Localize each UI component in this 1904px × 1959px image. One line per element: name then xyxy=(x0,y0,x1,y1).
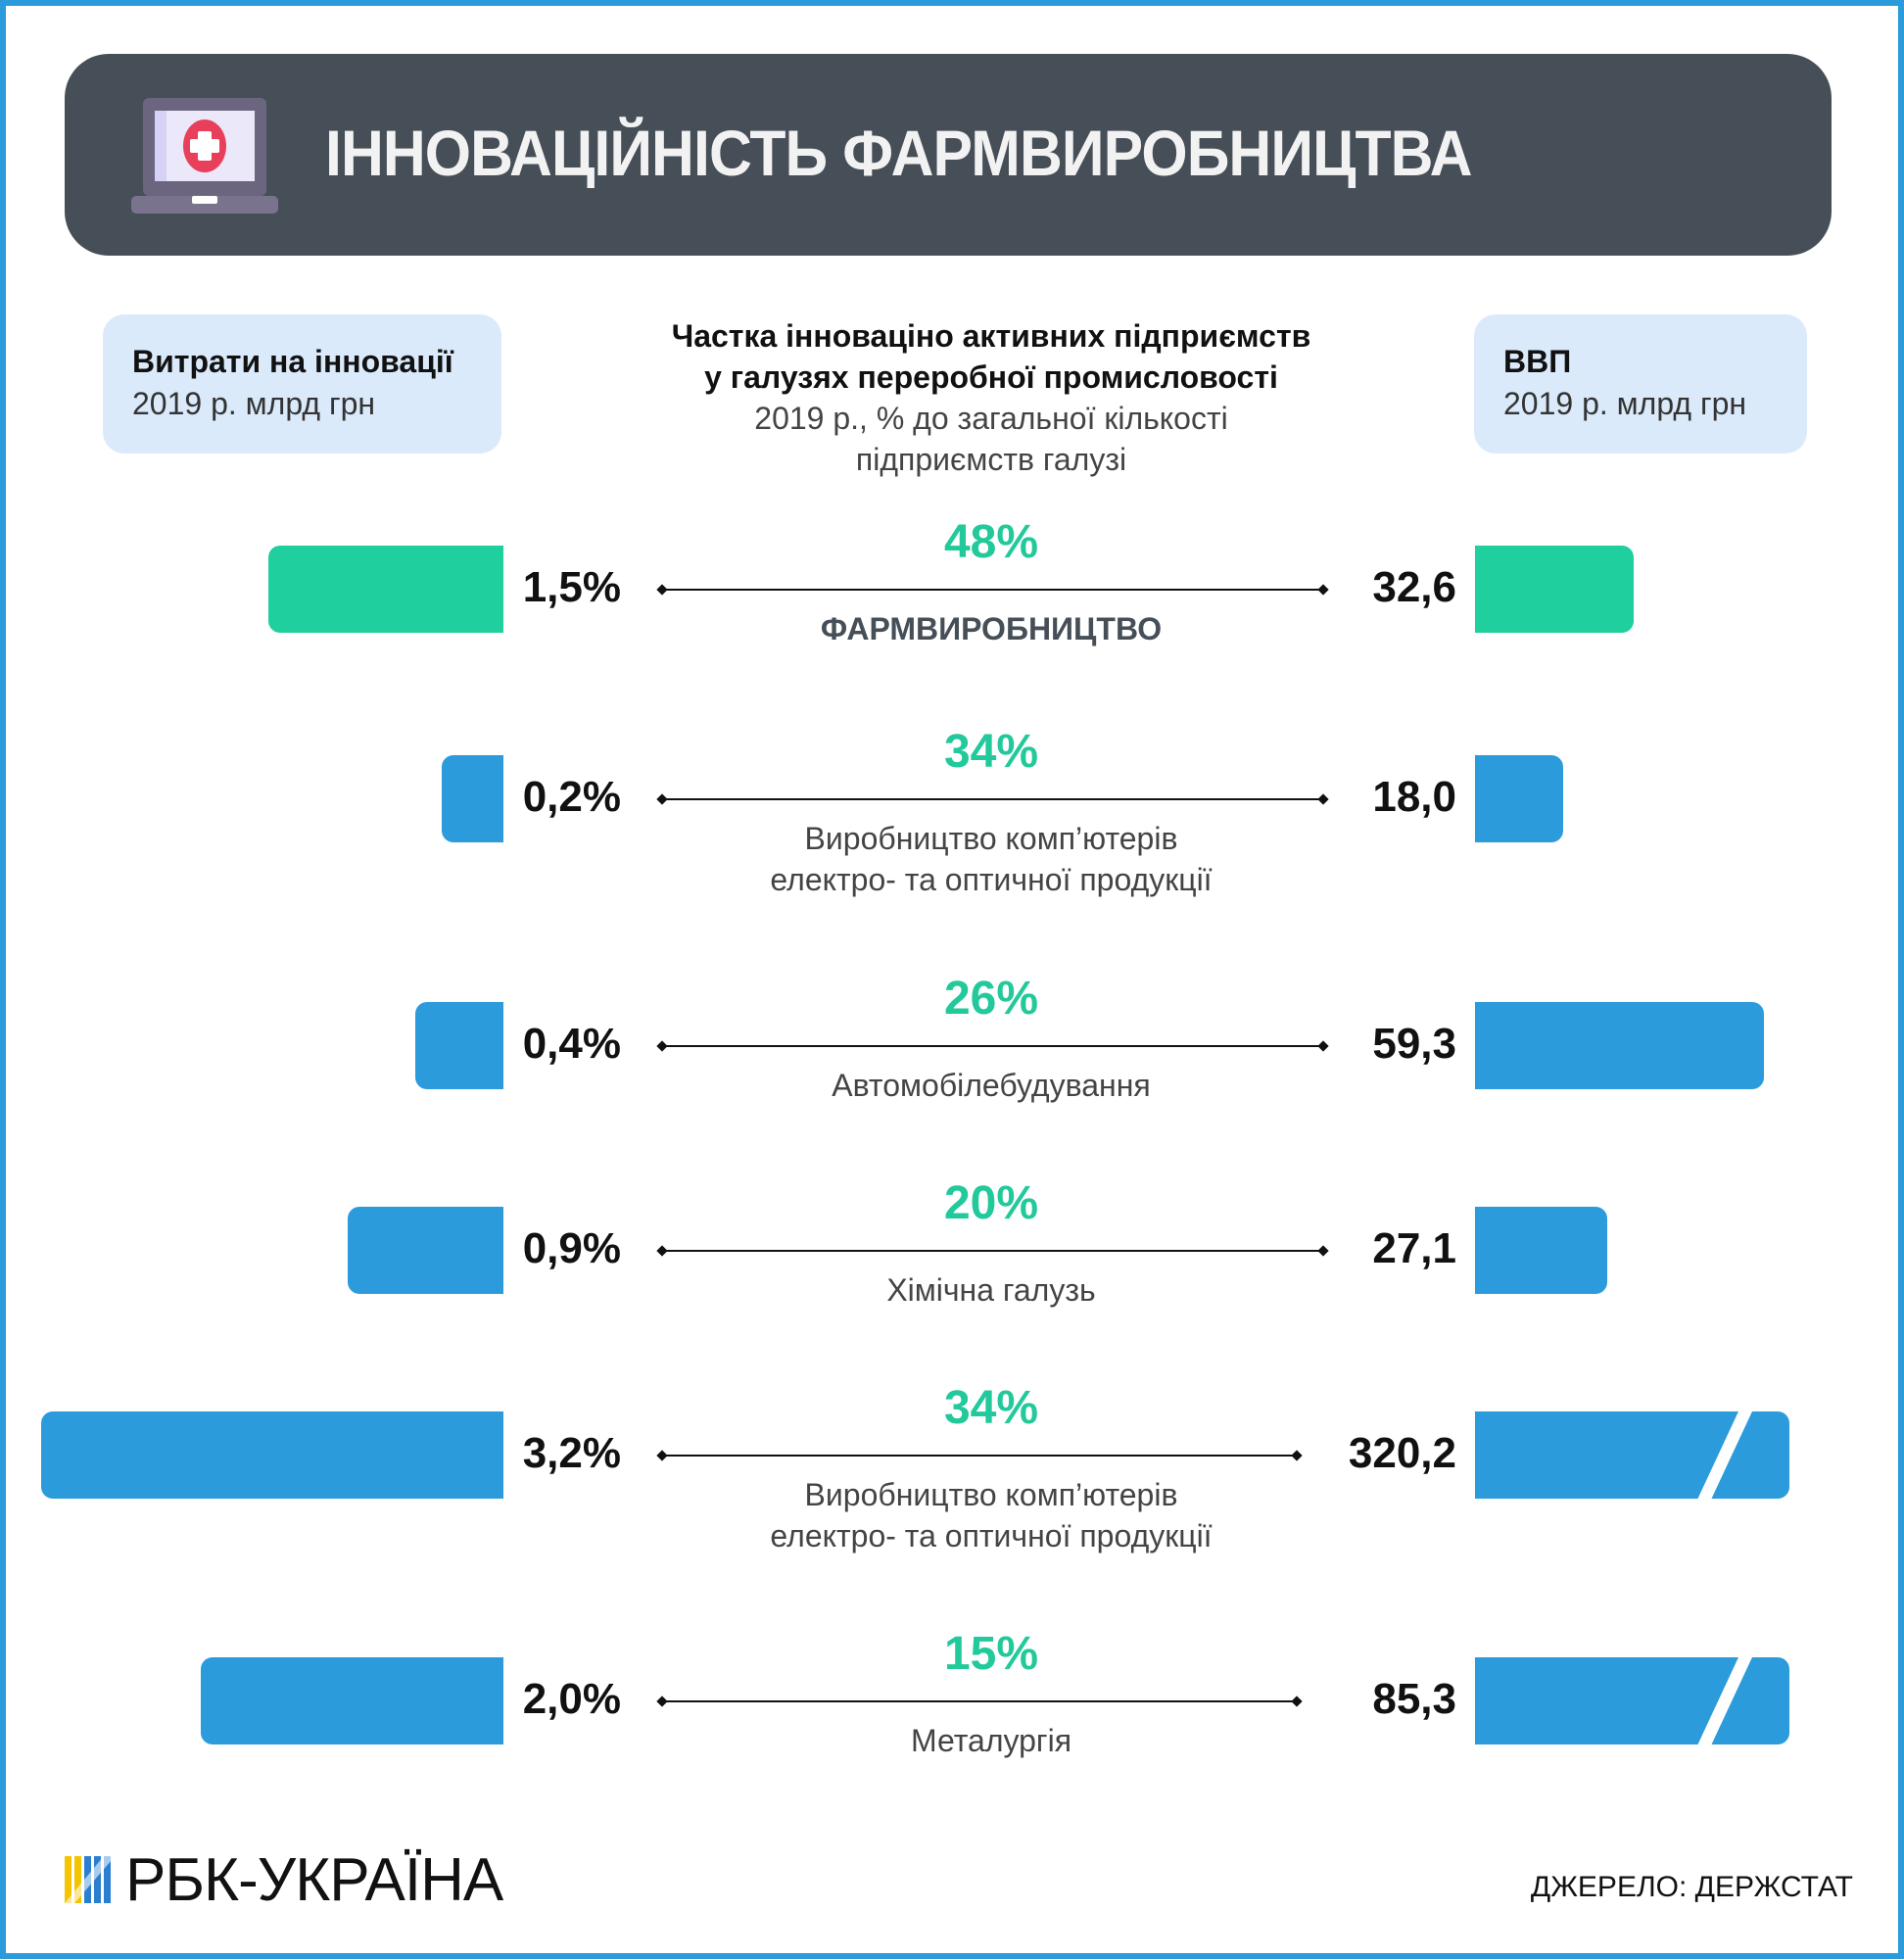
connector-line xyxy=(662,1455,1297,1457)
innovation-value: 0,4% xyxy=(522,1020,621,1068)
category-label: Хімічна галузь xyxy=(599,1269,1383,1311)
gdp-value: 59,3 xyxy=(1372,1020,1456,1068)
innovation-costs-title: Витрати на інновації xyxy=(132,344,453,379)
axis-break-mark xyxy=(1692,1411,1757,1499)
gdp-bar xyxy=(1475,1657,1789,1744)
category-line1: Металургія xyxy=(910,1723,1072,1758)
gdp-bar xyxy=(1475,546,1634,633)
category-label: Автомобілебудування xyxy=(599,1065,1383,1106)
header-banner xyxy=(65,54,1832,256)
gdp-bar xyxy=(1475,755,1563,842)
category-label: ФАРМВИРОБНИЦТВО xyxy=(599,608,1383,649)
share-percent: 20% xyxy=(943,1177,1039,1229)
connector-line xyxy=(662,1700,1297,1702)
gdp-legend: ВВП 2019 р. млрд грн xyxy=(1474,314,1807,454)
share-percent: 34% xyxy=(943,726,1039,778)
innovation-costs-subtitle: 2019 р. млрд грн xyxy=(132,386,376,421)
innovation-value: 3,2% xyxy=(522,1429,621,1477)
share-percent: 34% xyxy=(943,1382,1039,1434)
innovation-bar xyxy=(268,546,503,633)
innovation-value: 0,2% xyxy=(522,773,621,821)
innovation-costs-legend: Витрати на інновації 2019 р. млрд грн xyxy=(103,314,501,454)
category-line1: Виробництво комп’ютерів xyxy=(804,821,1178,856)
gdp-value: 27,1 xyxy=(1372,1224,1456,1272)
axis-break-mark xyxy=(1692,1657,1757,1744)
gdp-bar xyxy=(1475,1207,1607,1294)
gdp-value: 320,2 xyxy=(1348,1429,1456,1477)
innovation-value: 2,0% xyxy=(522,1675,621,1723)
gdp-bar xyxy=(1475,1411,1789,1499)
logo-text: РБК-УКРАЇНА xyxy=(125,1845,503,1914)
share-legend: Частка інноваціно активних підприємств у… xyxy=(599,315,1383,480)
share-subtitle-line2: підприємств галузі xyxy=(855,442,1127,477)
gdp-bar xyxy=(1475,1002,1764,1089)
category-line1: Виробництво комп’ютерів xyxy=(804,1477,1178,1512)
category-line2: електро- та оптичної продукції xyxy=(770,862,1213,897)
connector-line xyxy=(662,798,1323,800)
laptop-medical-cross-icon xyxy=(131,98,278,214)
gdp-value: 18,0 xyxy=(1372,773,1456,821)
category-line1: ФАРМВИРОБНИЦТВО xyxy=(820,611,1163,646)
category-line1: Автомобілебудування xyxy=(832,1068,1151,1103)
share-percent: 15% xyxy=(943,1628,1039,1680)
share-percent: 48% xyxy=(943,516,1039,568)
category-label: Виробництво комп’ютерів електро- та оптич… xyxy=(599,1474,1383,1556)
share-title-line1: Частка інноваціно активних підприємств xyxy=(671,318,1311,354)
page-title: ІННОВАЦІЙНІСТЬ ФАРМВИРОБНИЦТВА xyxy=(325,117,1472,189)
innovation-bar xyxy=(442,755,503,842)
share-percent: 26% xyxy=(943,973,1039,1025)
gdp-title: ВВП xyxy=(1503,344,1572,379)
category-label: Металургія xyxy=(599,1720,1383,1761)
category-line2: електро- та оптичної продукції xyxy=(770,1518,1213,1553)
innovation-value: 0,9% xyxy=(522,1224,621,1272)
innovation-bar xyxy=(41,1411,503,1499)
category-line1: Хімічна галузь xyxy=(886,1272,1096,1308)
share-subtitle-line1: 2019 р., % до загальної кількості xyxy=(754,401,1228,436)
category-label: Виробництво комп’ютерів електро- та оптич… xyxy=(599,818,1383,900)
innovation-bar xyxy=(348,1207,503,1294)
connector-line xyxy=(662,1250,1323,1252)
connector-line xyxy=(662,1045,1323,1047)
innovation-bar xyxy=(201,1657,503,1744)
innovation-value: 1,5% xyxy=(522,563,621,611)
gdp-subtitle: 2019 р. млрд грн xyxy=(1503,386,1747,421)
gdp-value: 32,6 xyxy=(1372,563,1456,611)
share-title-line2: у галузях переробної промисловості xyxy=(704,359,1278,395)
innovation-bar xyxy=(415,1002,503,1089)
gdp-value: 85,3 xyxy=(1372,1675,1456,1723)
rbc-ukraine-logo: РБК-УКРАЇНА xyxy=(65,1846,503,1914)
logo-mark-icon xyxy=(65,1856,112,1903)
source-note: ДЖЕРЕЛО: ДЕРЖСТАТ xyxy=(1530,1871,1853,1903)
connector-line xyxy=(662,589,1323,591)
